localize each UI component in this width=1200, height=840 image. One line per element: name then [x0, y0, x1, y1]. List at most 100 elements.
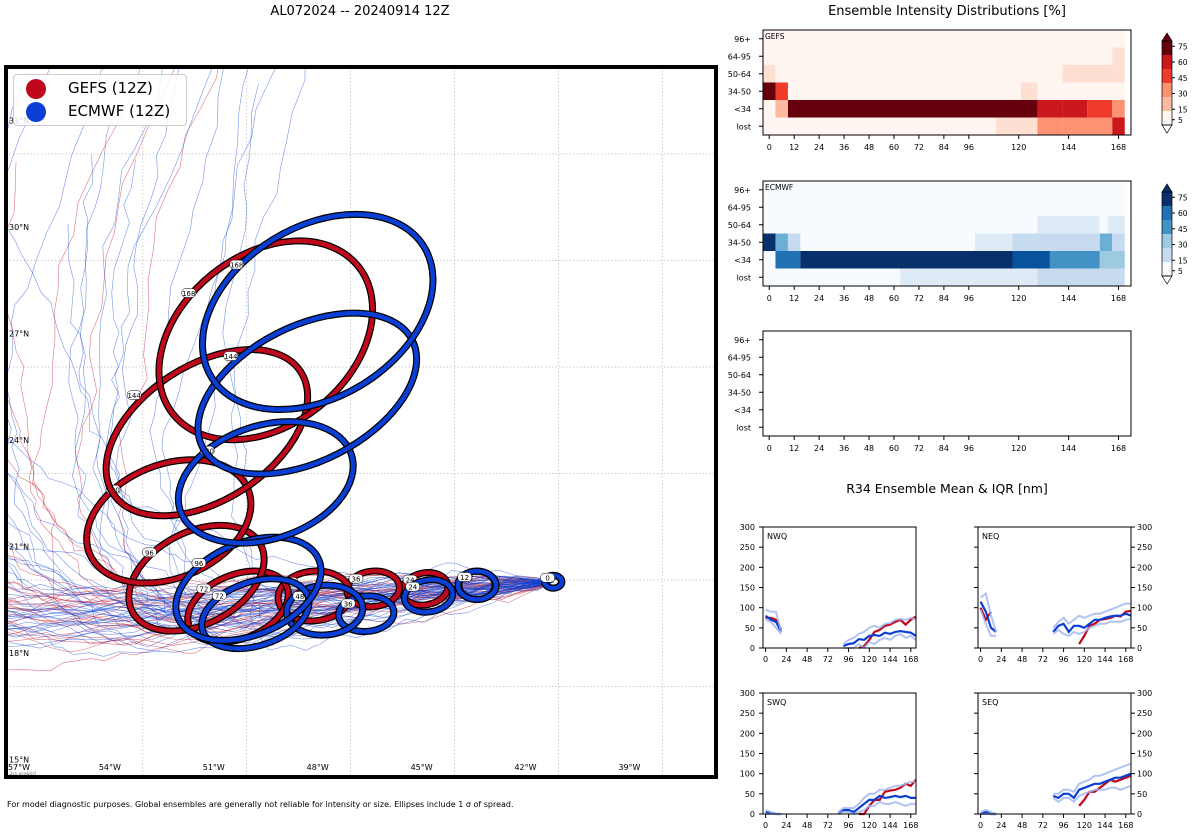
- ensemble-track: [6, 581, 554, 620]
- heatmap-cell: [1112, 100, 1125, 118]
- heatmap-cell: [787, 82, 1021, 101]
- y-tick-label: 0: [1137, 810, 1142, 819]
- ensemble-track: [6, 581, 554, 653]
- heatmap-cell: [763, 117, 996, 136]
- y-tick-label: 0: [750, 644, 755, 653]
- lat-label: 24°N: [9, 436, 29, 445]
- x-tick-label: 48: [864, 444, 874, 453]
- heatmap-cell: [763, 181, 1125, 199]
- y-tick-label: 250: [1137, 543, 1152, 552]
- r34-series-line: [837, 780, 916, 813]
- r34-series-line: [765, 618, 782, 635]
- hour-label: 0: [545, 575, 549, 583]
- ensemble-track: [6, 512, 554, 607]
- lon-label: 39°W: [618, 763, 640, 772]
- y-tick-label: 100: [740, 770, 755, 779]
- colorbar-tick-label: 60: [1178, 58, 1188, 67]
- ecmwf-legend-label: ECMWF (12Z): [68, 102, 171, 120]
- heatmap-cell: [1087, 100, 1113, 118]
- x-tick-label: 96: [843, 821, 853, 830]
- heatmap-cell: [800, 233, 976, 252]
- x-tick-label: 0: [763, 821, 768, 830]
- x-tick-label: 0: [767, 294, 772, 303]
- r34-series-line: [837, 800, 916, 816]
- y-tick-label: 0: [750, 810, 755, 819]
- ensemble-track: [6, 581, 554, 608]
- x-tick-label: 60: [889, 294, 899, 303]
- y-tick-label: 150: [740, 750, 755, 759]
- track-ellipse: [284, 582, 365, 638]
- heatmap-cell: [800, 251, 1013, 269]
- hour-label: 72: [199, 586, 208, 594]
- x-tick-label: 84: [939, 294, 949, 303]
- heatmap-cell: [1037, 82, 1125, 101]
- colorbar-frame: [1161, 40, 1173, 126]
- y-tick-label: 50: [745, 624, 755, 633]
- lat-label: 15°N: [9, 755, 29, 764]
- track-ellipse: [455, 568, 499, 602]
- ensemble-track: [6, 67, 554, 616]
- ensemble-track: [6, 581, 554, 647]
- x-tick-label: 144: [1061, 444, 1076, 453]
- hour-label-bg: [191, 558, 207, 568]
- colorbar-tick-label: 30: [1178, 241, 1188, 250]
- x-tick-label: 144: [1061, 143, 1076, 152]
- x-tick-label: 60: [889, 444, 899, 453]
- colorbar-bottom: [1161, 124, 1173, 134]
- x-tick-label: 84: [939, 143, 949, 152]
- heatmap-cell: [775, 65, 1063, 83]
- ensemble-track: [230, 67, 554, 651]
- heatmap-cell: [1020, 82, 1038, 101]
- colorbar-cell: [1162, 83, 1172, 98]
- ensemble-track: [6, 573, 554, 600]
- y-tick-label: 200: [1137, 563, 1152, 572]
- x-tick-label: 0: [978, 821, 983, 830]
- x-tick-label: 24: [996, 655, 1006, 664]
- y-tick-label: 150: [1137, 584, 1152, 593]
- hour-label-bg: [340, 598, 356, 609]
- x-tick-label: 12: [789, 294, 799, 303]
- colorbar-cell: [1162, 220, 1172, 235]
- r34-panel-label: SEQ: [982, 698, 998, 707]
- r34-series-line: [1053, 762, 1132, 795]
- row-label: <34: [734, 406, 751, 415]
- heatmap-frame: [762, 180, 1132, 287]
- r34-series-line: [1052, 772, 1132, 800]
- heatmap-cell: [1099, 251, 1125, 269]
- heatmap-cell: [1099, 233, 1113, 252]
- heatmap-cell: [763, 100, 776, 118]
- heatmap-cell: [763, 251, 776, 269]
- y-tick-label: 250: [740, 709, 755, 718]
- heatmap-cell: [787, 100, 1038, 118]
- footer-note: For model diagnostic purposes. Global en…: [7, 800, 514, 809]
- hour-label-bg: [212, 590, 227, 601]
- row-label: 96+: [734, 186, 751, 195]
- lat-label: 18°N: [9, 649, 29, 658]
- x-tick-label: 96: [964, 444, 974, 453]
- r34-series-line: [980, 808, 997, 815]
- heatmap-cell: [1037, 117, 1063, 136]
- heatmap-cell: [1112, 117, 1125, 136]
- x-tick-label: 12: [789, 143, 799, 152]
- hour-label: 12: [460, 574, 469, 582]
- hour-label: 24: [408, 584, 417, 592]
- y-tick-label: 150: [1137, 750, 1152, 759]
- row-label: 96+: [734, 35, 751, 44]
- heatmap-panel: GEFS 96+ 64-95 50-64 34-50 <34 lost 0 12 24 36 48 60…: [728, 29, 1188, 152]
- hour-label-bg: [181, 288, 197, 298]
- hour-label: 36: [352, 576, 361, 584]
- y-tick-label: 0: [1137, 644, 1142, 653]
- colorbar-cell: [1162, 234, 1172, 249]
- r34-series-line: [1078, 774, 1132, 807]
- x-tick-label: 48: [1017, 821, 1027, 830]
- heatmap-cell: [763, 233, 776, 252]
- heatmap-frame: [762, 330, 1132, 437]
- colorbar-cell: [1162, 97, 1172, 112]
- r34-series-line: [979, 609, 997, 637]
- lon-label: 57°W: [8, 763, 30, 772]
- ensemble-track: [6, 581, 554, 645]
- x-tick-label: 120: [862, 821, 877, 830]
- heatmap-cell: [763, 65, 776, 83]
- heatmap-cell: [1112, 47, 1125, 66]
- r34-series-line: [837, 794, 916, 815]
